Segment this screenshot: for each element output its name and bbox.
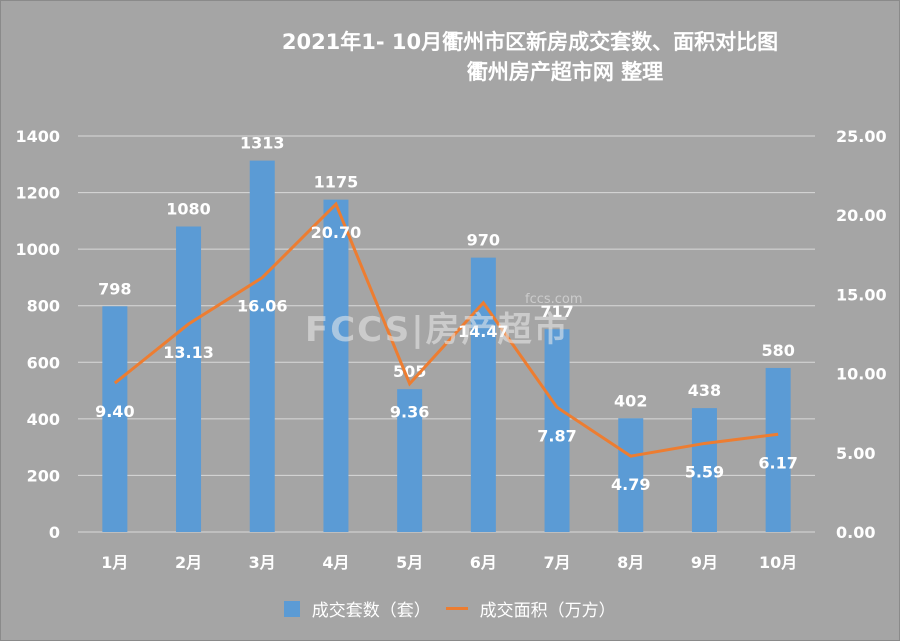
bar-value-label: 717 [540, 302, 573, 321]
left-axis-tick: 800 [27, 297, 60, 316]
category-label: 9月 [691, 553, 718, 572]
chart-subtitle: 衢州房产超市网 整理 [466, 60, 664, 84]
bar-value-label: 438 [688, 381, 721, 400]
left-axis-tick: 200 [27, 466, 60, 485]
category-label: 6月 [470, 553, 497, 572]
bar [323, 199, 349, 532]
bar-value-label: 1080 [166, 200, 211, 219]
bar [249, 160, 275, 532]
left-axis-tick: 0 [49, 523, 60, 542]
category-label: 7月 [543, 553, 570, 572]
bar-value-label: 1175 [314, 173, 359, 192]
bar [470, 257, 496, 532]
line-value-label: 6.17 [758, 453, 797, 472]
left-axis-tick: 1000 [15, 240, 60, 259]
category-label: 2月 [175, 553, 202, 572]
bar [765, 367, 791, 532]
legend-bar-swatch [284, 600, 301, 617]
category-label: 1月 [101, 553, 128, 572]
category-label: 3月 [249, 553, 276, 572]
chart-title: 2021年1- 10月衢州市区新房成交套数、面积对比图 [281, 30, 779, 54]
category-label: 4月 [322, 553, 349, 572]
right-axis-tick: 25.00 [836, 127, 887, 146]
line-value-label: 14.47 [458, 322, 509, 341]
line-value-label: 7.87 [537, 426, 576, 445]
legend-line-swatch [446, 607, 469, 610]
bar [544, 329, 570, 532]
left-axis-tick: 1400 [15, 127, 60, 146]
area-line [113, 201, 779, 458]
left-axis-tick: 1200 [15, 184, 60, 203]
bar [618, 418, 644, 532]
bar-value-label: 1313 [240, 134, 285, 153]
legend: 成交套数（套） 成交面积（万方） [0, 596, 900, 621]
right-axis-tick: 20.00 [836, 206, 887, 225]
bar-value-label: 580 [761, 341, 794, 360]
line-value-label: 20.70 [311, 223, 362, 242]
line-value-label: 9.36 [390, 403, 429, 422]
line-value-label: 9.40 [95, 402, 134, 421]
line-value-label: 13.13 [163, 343, 214, 362]
line-value-label: 16.06 [237, 297, 288, 316]
right-axis-tick: 15.00 [836, 285, 887, 304]
bar [691, 408, 717, 532]
watermark-url: fccs.com [525, 292, 583, 307]
line-value-label: 4.79 [611, 475, 650, 494]
category-label: 5月 [396, 553, 423, 572]
bar [176, 226, 202, 532]
watermark: FCCS|房产超市 [305, 310, 570, 350]
right-axis-tick: 5.00 [836, 444, 875, 463]
left-axis-tick: 400 [27, 410, 60, 429]
category-label: 10月 [759, 553, 797, 572]
legend-bar-label: 成交套数（套） [311, 601, 431, 621]
line-value-label: 5.59 [685, 462, 724, 481]
left-axis-tick: 600 [27, 353, 60, 372]
category-label: 8月 [617, 553, 644, 572]
bar-value-label: 798 [98, 279, 131, 298]
bar-value-label: 970 [467, 231, 500, 250]
right-axis-tick: 0.00 [836, 523, 875, 542]
bar [397, 389, 423, 532]
right-axis-tick: 10.00 [836, 365, 887, 384]
legend-line-label: 成交面积（万方） [479, 601, 616, 621]
bar [102, 306, 128, 532]
bar-value-label: 402 [614, 391, 647, 410]
